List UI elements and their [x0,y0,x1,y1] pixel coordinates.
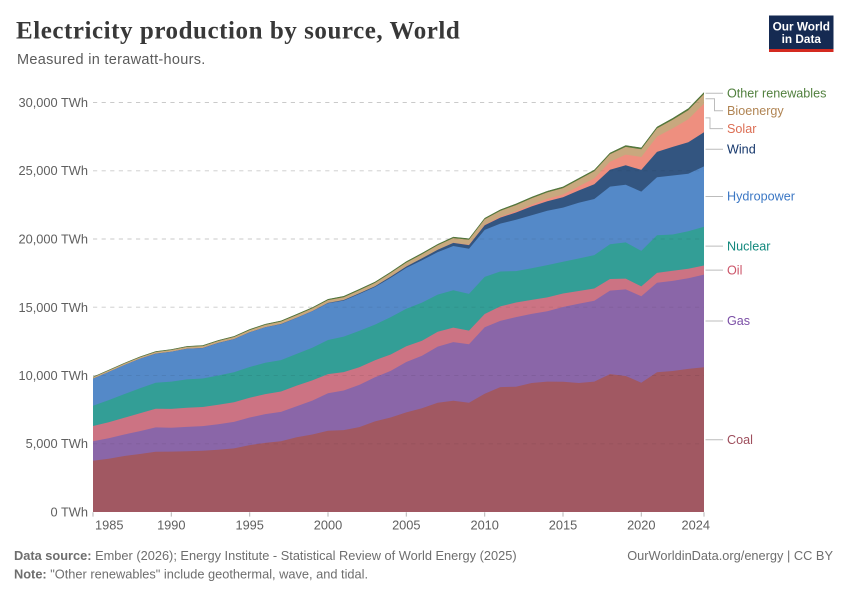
svg-text:OurWorldinData.org/energy | CC: OurWorldinData.org/energy | CC BY [627,548,833,563]
svg-text:20,000 TWh: 20,000 TWh [19,232,88,247]
svg-text:2024: 2024 [682,518,710,533]
svg-text:Oil: Oil [727,263,742,277]
svg-text:Other renewables: Other renewables [727,86,826,100]
svg-text:2020: 2020 [627,518,655,533]
svg-text:25,000 TWh: 25,000 TWh [19,163,88,178]
svg-text:5,000 TWh: 5,000 TWh [26,436,88,451]
svg-text:1985: 1985 [95,518,123,533]
svg-text:Measured in terawatt-hours.: Measured in terawatt-hours. [17,52,206,68]
svg-text:Electricity production by sour: Electricity production by source, World [16,18,460,45]
svg-text:2015: 2015 [549,518,577,533]
svg-text:2000: 2000 [314,518,342,533]
svg-text:2005: 2005 [392,518,420,533]
svg-text:0 TWh: 0 TWh [51,505,88,520]
svg-text:Data source: Ember (2026); Ene: Data source: Ember (2026); Energy Instit… [14,548,517,563]
svg-text:1990: 1990 [157,518,185,533]
svg-text:Bioenergy: Bioenergy [727,104,784,118]
svg-text:Hydropower: Hydropower [727,190,795,204]
svg-text:Note: "Other renewables" inclu: Note: "Other renewables" include geother… [14,567,368,582]
svg-text:2010: 2010 [470,518,498,533]
svg-text:30,000 TWh: 30,000 TWh [19,95,88,110]
svg-text:Our World: Our World [773,19,830,33]
svg-text:Gas: Gas [727,314,750,328]
svg-text:10,000 TWh: 10,000 TWh [19,368,88,383]
svg-text:1995: 1995 [235,518,263,533]
svg-text:Nuclear: Nuclear [727,239,770,253]
svg-text:Wind: Wind [727,143,756,157]
svg-text:15,000 TWh: 15,000 TWh [19,300,88,315]
svg-text:Coal: Coal [727,433,753,447]
svg-text:in Data: in Data [782,32,822,46]
svg-text:Solar: Solar [727,122,756,136]
